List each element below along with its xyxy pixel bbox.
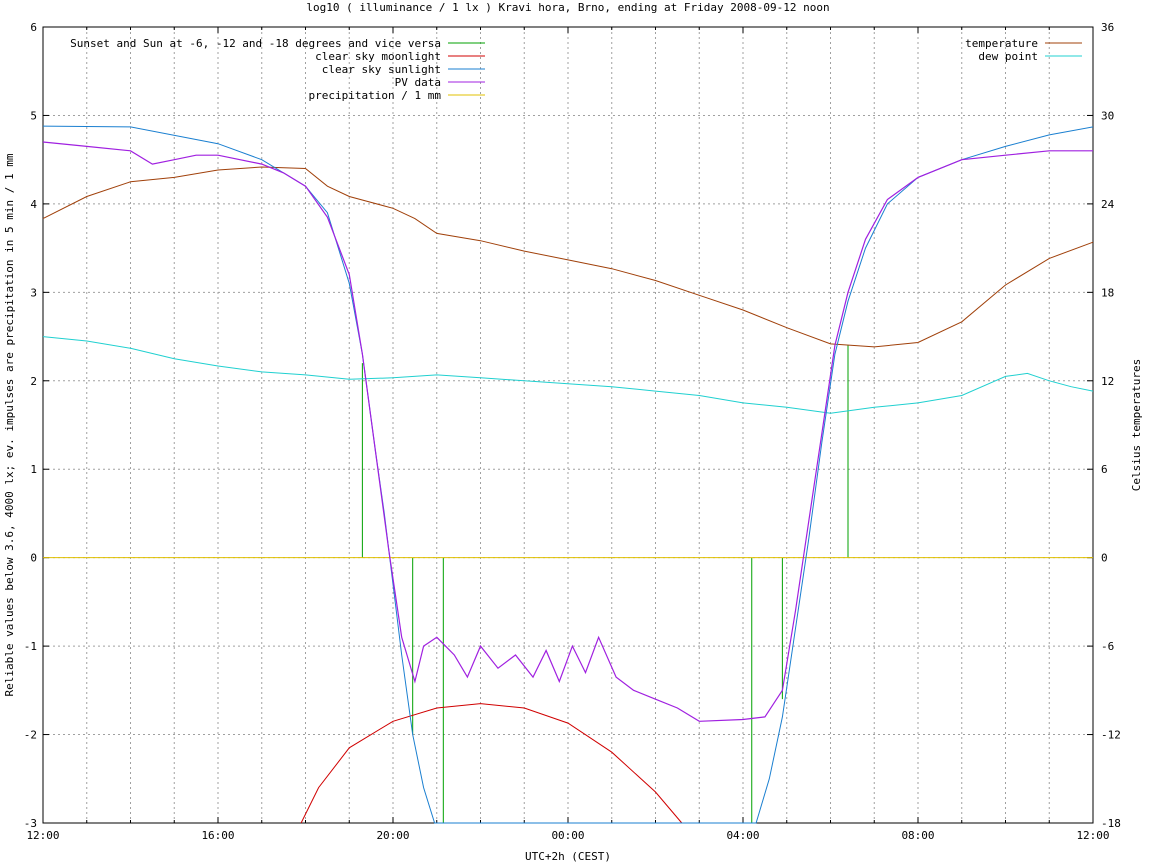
x-tick-label: 08:00 (901, 829, 934, 842)
moonlight-line (300, 703, 683, 824)
legend-entry-label: PV data (395, 76, 441, 89)
y-tick-label: 4 (30, 198, 37, 211)
right-y-tick-labels: -18 -12 -6 0 6 12 18 24 30 36 (1101, 21, 1121, 830)
legend-entry-label: Sunset and Sun at -6, -12 and -18 degree… (70, 37, 441, 50)
y-tick-label: -2 (24, 729, 37, 742)
sunlight-line (42, 125, 1094, 824)
y-tick-label: 2 (30, 375, 37, 388)
y-tick-label: 1 (30, 463, 37, 476)
x-tick-labels: 12:00 16:00 20:00 00:00 04:00 08:00 12:00 (26, 829, 1109, 842)
sun-event-markers (361, 345, 849, 823)
y2-tick-label: 6 (1101, 463, 1108, 476)
y-tick-label: 6 (30, 21, 37, 34)
legend-entry-label: temperature (965, 37, 1038, 50)
y2-tick-label: -6 (1101, 640, 1114, 653)
y-tick-label: -1 (24, 640, 37, 653)
y2-tick-label: 24 (1101, 198, 1115, 211)
y-tick-label: 3 (30, 286, 37, 299)
x-tick-label: 20:00 (376, 829, 409, 842)
legend-left: Sunset and Sun at -6, -12 and -18 degree… (70, 37, 485, 102)
y2-tick-label: -12 (1101, 729, 1121, 742)
y-tick-label: 5 (30, 109, 37, 122)
dew-point-line (42, 336, 1094, 414)
temperature-line (42, 166, 1094, 348)
legend-entry-label: clear sky moonlight (315, 50, 441, 63)
y-tick-label: 0 (30, 552, 37, 565)
x-tick-label: 00:00 (551, 829, 584, 842)
y2-tick-label: 36 (1101, 21, 1114, 34)
x-axis-label: UTC+2h (CEST) (525, 850, 611, 863)
legend-entry-label: dew point (978, 50, 1038, 63)
y2-tick-label: 12 (1101, 375, 1114, 388)
y2-axis-label: Celsius temperatures (1130, 359, 1143, 491)
y-tick-label: -3 (24, 817, 37, 830)
y2-tick-label: 0 (1101, 552, 1108, 565)
y-axis-label: Reliable values below 3.6, 4000 lx; ev. … (3, 153, 16, 696)
pv-data-line (42, 141, 1093, 722)
chart-title: log10 ( illuminance / 1 lx ) Kravi hora,… (306, 1, 829, 14)
grid-lines (43, 27, 1093, 823)
y2-tick-label: 30 (1101, 109, 1114, 122)
x-tick-label: 16:00 (201, 829, 234, 842)
axis-ticks (43, 26, 1093, 824)
x-tick-label: 12:00 (1076, 829, 1109, 842)
x-tick-label: 04:00 (726, 829, 759, 842)
legend-entry-label: precipitation / 1 mm (309, 89, 442, 102)
legend-entry-label: clear sky sunlight (322, 63, 441, 76)
y2-tick-label: 18 (1101, 286, 1114, 299)
y2-tick-label: -18 (1101, 817, 1121, 830)
left-y-tick-labels: -3 -2 -1 0 1 2 3 4 5 6 (24, 21, 38, 830)
x-tick-label: 12:00 (26, 829, 59, 842)
